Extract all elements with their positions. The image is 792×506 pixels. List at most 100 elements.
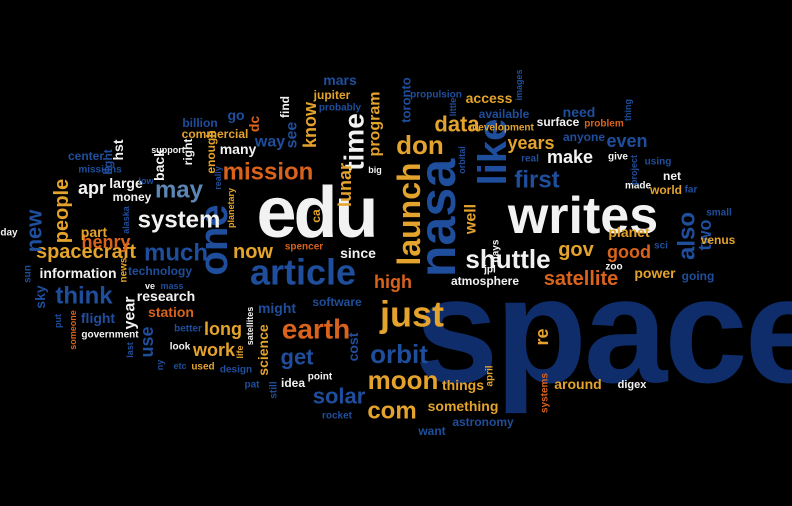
word-satellite: satellite [544,268,618,290]
word-real: real [521,154,539,165]
word-high: high [374,272,412,292]
word-astronomy: astronomy [452,415,514,429]
word-thing: thing [623,99,633,121]
word-small: small [706,208,732,219]
word-zoo: zoo [605,262,622,273]
word-time: time [339,113,370,171]
word-might: might [258,300,296,316]
word-dc: dc [246,116,262,133]
word-just: just [379,294,444,335]
word-power: power [634,265,676,281]
word-right: right [181,139,195,166]
word-hst: hst [110,139,126,160]
word-going: going [682,269,715,283]
word-enough: enough [204,130,218,173]
word-idea: idea [281,376,305,390]
word-since: since [340,245,376,261]
word-surface: surface [537,115,580,129]
word-software: software [312,295,362,309]
word-atmosphere: atmosphere [451,274,519,288]
word-probably: probably [319,103,362,114]
word-like: like [471,119,515,186]
word-com: com [367,398,416,425]
word-apr: apr [78,178,106,198]
word-use: use [137,326,157,357]
word-light: light [101,149,115,174]
word-earth: earth [282,314,350,345]
word-etc: etc [173,361,186,371]
word-rocket: rocket [322,411,353,422]
word-project: project [629,155,639,185]
word-center: center [68,149,104,163]
word-years: years [507,133,554,153]
word-gov: gov [558,239,594,261]
word-well: well [463,204,480,235]
word-mass: mass [160,281,183,291]
word-ca: ca [309,209,323,223]
word-launch: launch [391,162,427,265]
word-get: get [281,345,315,370]
word-news: news [119,257,130,282]
word-long: long [204,319,242,339]
word-data: data [434,112,480,137]
word-may: may [155,177,204,204]
word-good: good [607,242,651,262]
word-last: last [125,342,135,358]
word-first: first [514,167,559,194]
word-available: available [479,107,530,121]
word-need: need [563,104,596,120]
word-look: look [170,342,191,353]
word-still: still [269,381,280,398]
word-year: year [122,297,139,330]
word-satellites: satellites [245,307,255,346]
word-article: article [250,252,356,293]
word-using: using [645,157,672,168]
word-spacecraft: spacecraft [36,241,136,263]
word-life: life [235,345,245,358]
word-used: used [191,362,214,373]
word-far: far [685,185,698,196]
word-henry: henry [81,232,130,252]
word-venus: venus [701,233,736,247]
word-shuttle: shuttle [465,244,550,274]
word-orbit: orbit [370,339,428,369]
word-day: day [0,228,18,239]
word-sci: sci [654,241,668,252]
word-edu: edu [256,173,375,253]
word-something: something [428,398,499,414]
word-days: days [491,239,502,262]
word-around: around [554,376,601,392]
word-want: want [417,424,445,438]
word-even: even [606,131,647,151]
word-billion: billion [182,116,217,130]
word-back: back [151,149,167,181]
word-planet: planet [608,224,650,240]
word-system: system [138,207,221,234]
word-now: now [233,241,273,263]
word-don: don [396,130,444,160]
word-go: go [227,107,244,123]
word-program: program [367,92,384,157]
word-think: think [55,283,113,310]
word-alaska: alaska [121,205,131,234]
word-work: work [192,340,236,360]
word-ve: ve [145,281,155,291]
word-lunar: lunar [335,163,355,207]
word-re: re [532,328,552,345]
word-made: made [625,181,652,192]
word-orbital: orbital [457,146,467,174]
word-little: little [448,98,458,117]
word-people: people [51,179,73,243]
word-sun: sun [23,265,34,283]
word-station: station [148,304,194,320]
word-way: way [254,134,285,151]
word-spencer: spencer [285,242,323,253]
word-commercial: commercial [182,127,249,141]
word-april: april [485,365,496,386]
word-large: large [109,175,143,191]
word-make: make [547,147,593,167]
word-mission: mission [223,159,314,186]
word-one: one [192,204,236,275]
